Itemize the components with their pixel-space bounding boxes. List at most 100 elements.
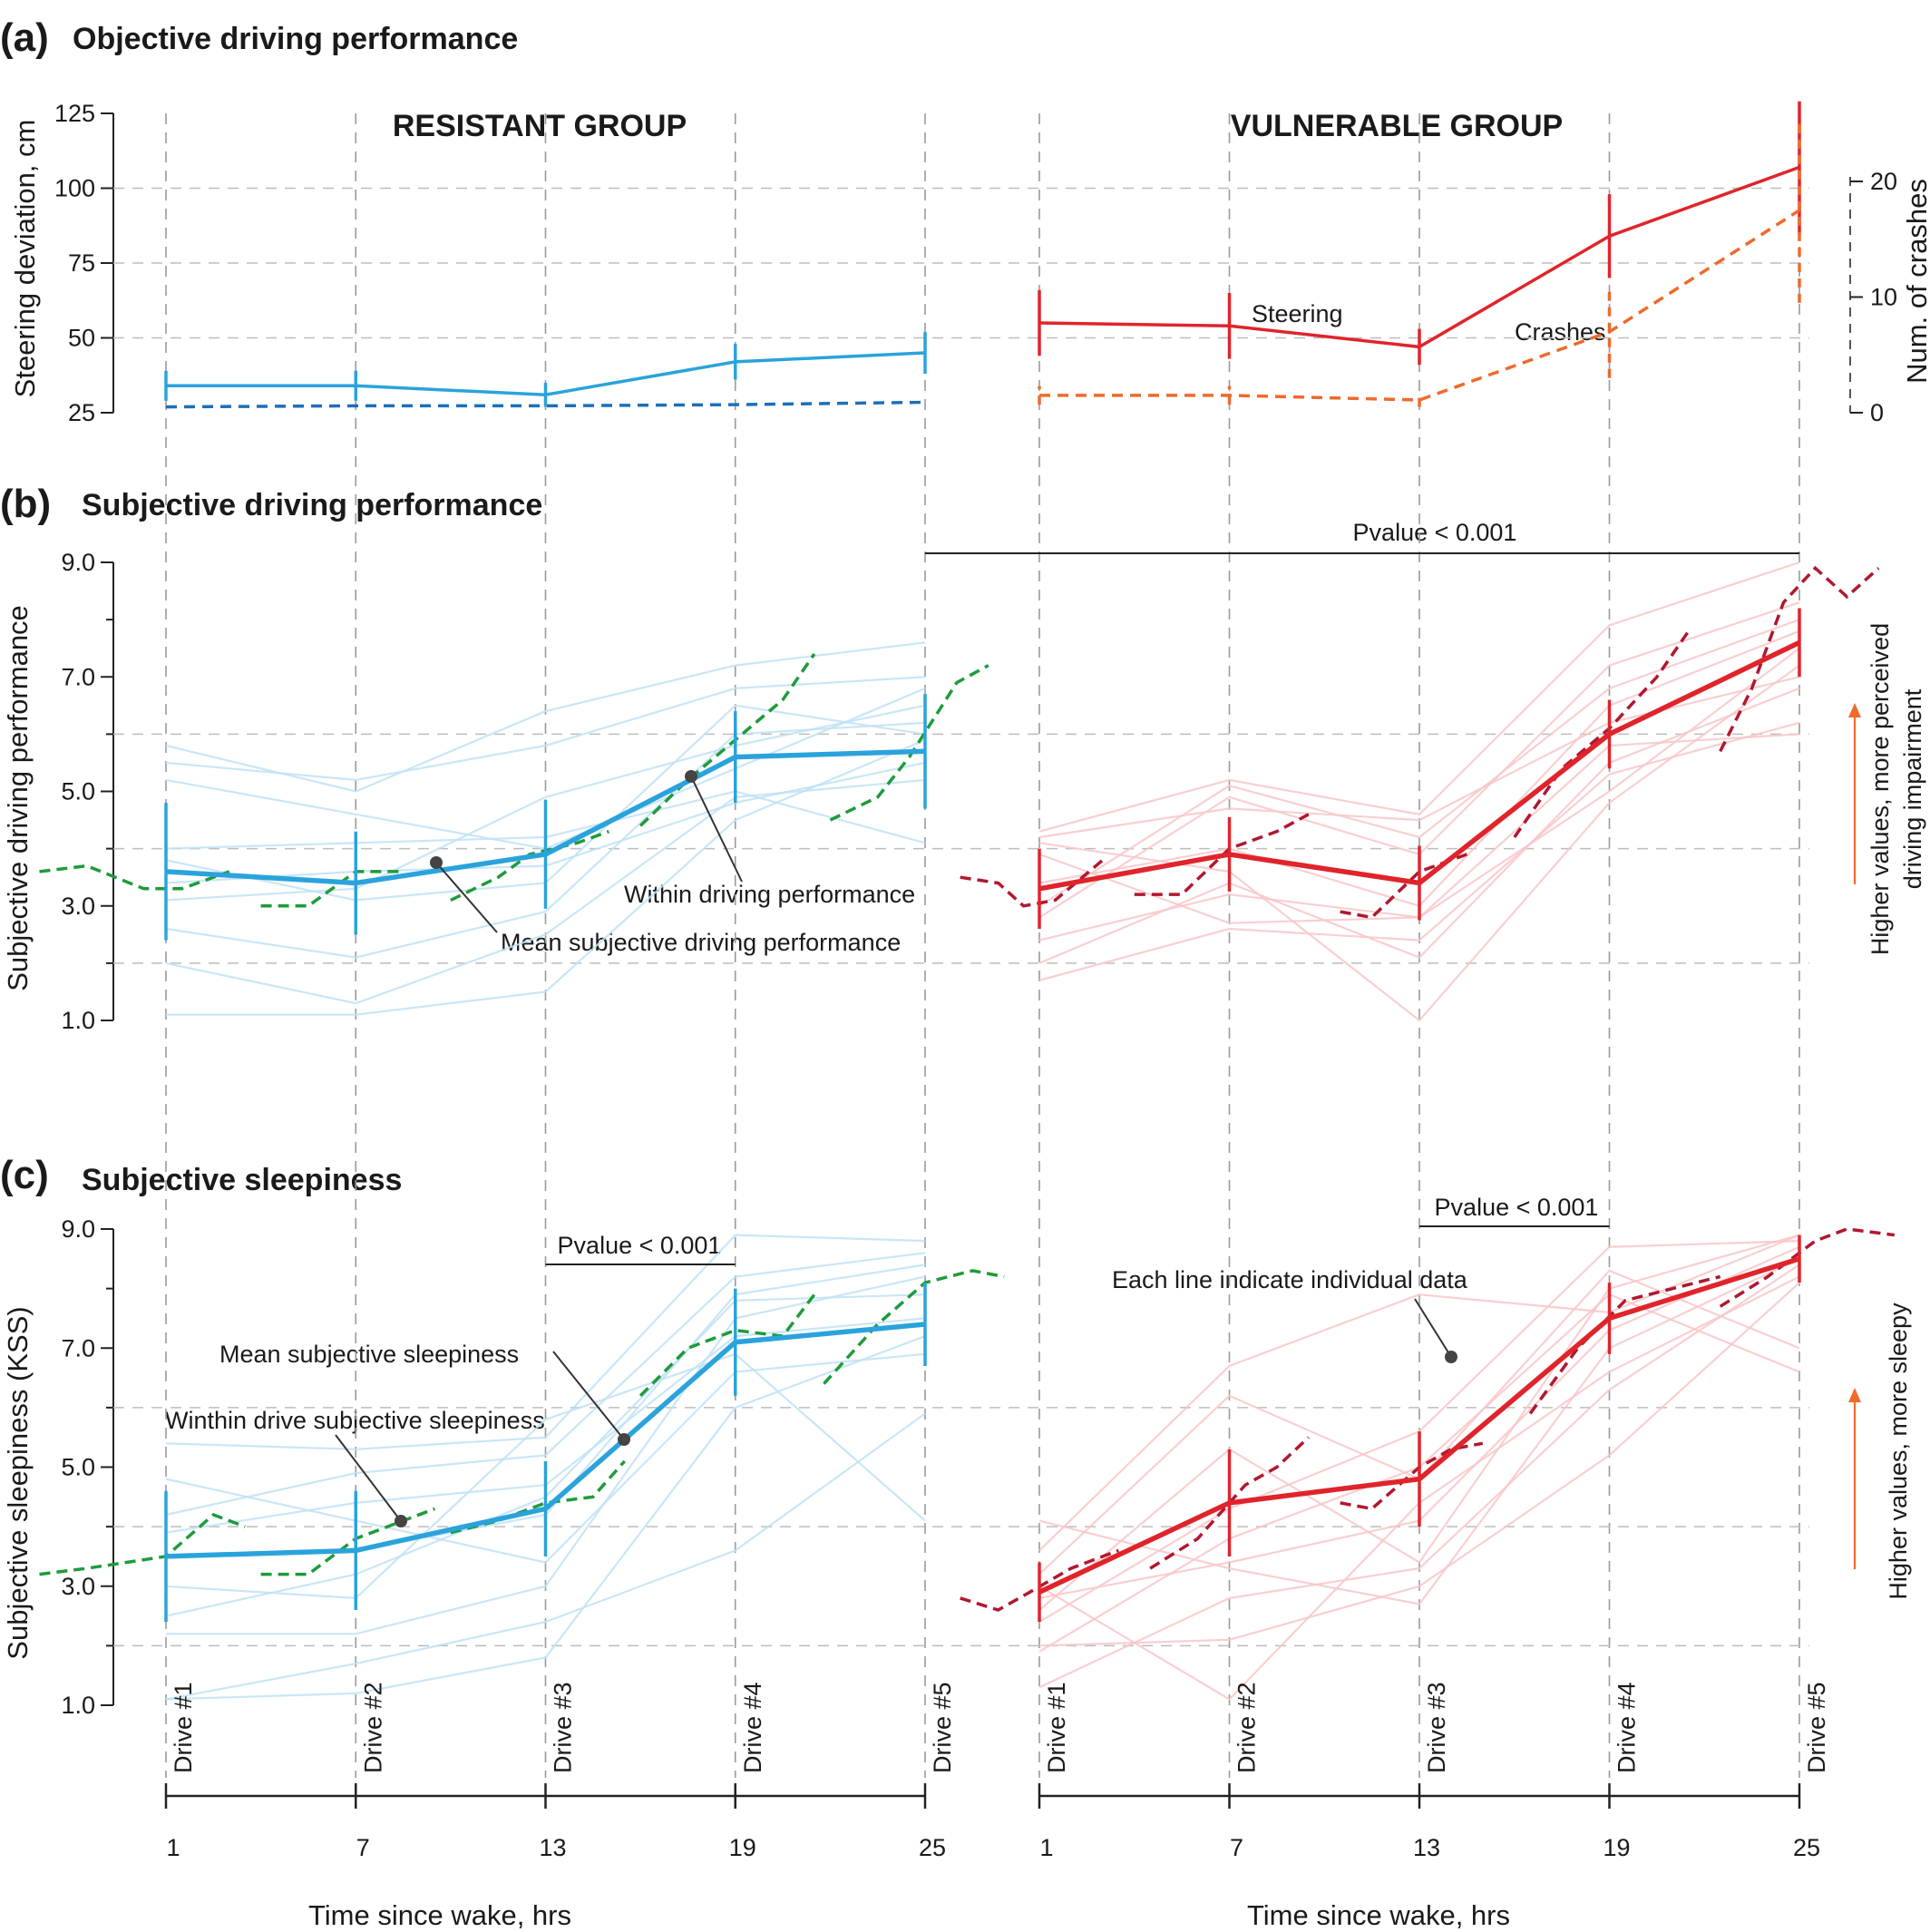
within-drive-c-resistant-3 xyxy=(450,1459,627,1535)
x-tick-label-vulnerable-5: 25 xyxy=(1793,1834,1820,1861)
individual-c-resistant-2 xyxy=(165,1252,926,1517)
individual-b-resistant-3 xyxy=(165,704,926,902)
individual-b-resistant-7 xyxy=(165,778,926,1005)
y-tick-label-a-2: 75 xyxy=(68,249,95,277)
steering-label: Steering xyxy=(1252,300,1343,327)
individual-c-resistant-8 xyxy=(165,1352,926,1564)
y2-tick-label-a-0: 0 xyxy=(1870,399,1884,426)
individual-b-vulnerable-8 xyxy=(1038,619,1800,907)
individual-c-vulnerable-1 xyxy=(1038,1234,1800,1552)
leader-within-driving-line xyxy=(690,776,743,883)
individual-c-resistant-1 xyxy=(165,1234,926,1450)
leader-within-sleepiness-line xyxy=(335,1434,402,1522)
panel-a-ylabel: Steering deviation, cm xyxy=(9,120,41,398)
leader-within-driving-dot xyxy=(685,770,697,783)
y-tick-label-c-4: 9.0 xyxy=(61,1215,95,1243)
individual-c-resistant-9 xyxy=(165,1412,926,1701)
y-tick-label-a-4: 125 xyxy=(54,100,95,127)
x-tick-label-resistant-4: 19 xyxy=(729,1834,756,1861)
individual-b-vulnerable-4 xyxy=(1038,676,1800,839)
x-tick-label-resistant-2: 7 xyxy=(356,1834,370,1861)
panel-c-title: Subjective sleepiness xyxy=(82,1163,402,1197)
within-sleepiness-label: Winthin drive subjective sleepiness xyxy=(165,1407,545,1434)
drive-label-vulnerable-1: Drive #1 xyxy=(1043,1682,1070,1773)
drive-label-vulnerable-3: Drive #3 xyxy=(1423,1682,1450,1773)
panel-b-side-note-2: driving impairment xyxy=(1899,688,1926,889)
individual-c-vulnerable-10 xyxy=(1038,1234,1800,1611)
plots: 255075100125010201.03.05.07.09.01.03.05.… xyxy=(39,100,1897,1861)
y-tick-label-a-0: 25 xyxy=(68,399,95,426)
leader-within-sleepiness-dot xyxy=(395,1515,407,1527)
drive-label-resistant-3: Drive #3 xyxy=(550,1682,577,1773)
individual-data-label: Each line indicate individual data xyxy=(1112,1266,1468,1293)
panel-b-side-note-1: Higher values, more perceived xyxy=(1867,623,1894,955)
x-tick-label-vulnerable-1: 1 xyxy=(1039,1834,1053,1861)
x-axis-label-right: Time since wake, hrs xyxy=(1247,1899,1510,1931)
x-tick-label-vulnerable-4: 19 xyxy=(1603,1834,1630,1861)
within-drive-c-resistant-1 xyxy=(39,1512,246,1576)
individual-b-resistant-1 xyxy=(165,641,926,793)
arrow-c-head xyxy=(1848,1388,1861,1402)
individual-c-resistant-5 xyxy=(165,1335,926,1701)
within-drive-c-vulnerable-5 xyxy=(1719,1227,1896,1308)
leader-mean-driving-dot xyxy=(430,856,443,869)
within-driving-label: Within driving performance xyxy=(624,881,915,908)
panel-c-pvalue-left: Pvalue < 0.001 xyxy=(558,1232,722,1259)
individual-b-resistant-2 xyxy=(165,676,926,782)
drive-label-vulnerable-5: Drive #5 xyxy=(1803,1682,1830,1773)
leader-mean-sleepiness-line xyxy=(552,1351,625,1440)
y-tick-label-c-2: 5.0 xyxy=(61,1454,95,1481)
y-tick-label-b-2: 5.0 xyxy=(61,778,95,805)
panel-c-ylabel: Subjective sleepiness (KSS) xyxy=(2,1306,34,1659)
mean-sleepiness-label: Mean subjective sleepiness xyxy=(219,1341,519,1368)
panel-a-title: Objective driving performance xyxy=(73,22,518,56)
leader-mean-driving-line xyxy=(435,862,498,933)
drive-label-vulnerable-2: Drive #2 xyxy=(1233,1682,1261,1773)
within-drive-c-resistant-4 xyxy=(638,1293,816,1398)
y-tick-label-b-3: 7.0 xyxy=(61,663,95,690)
panel-c-side-note: Higher values, more sleepy xyxy=(1885,1303,1912,1600)
panel-a-y2label: Num. of crashes xyxy=(1901,179,1930,384)
individual-b-vulnerable-1 xyxy=(1038,561,1800,833)
panel-b-title: Subjective driving performance xyxy=(82,488,542,522)
drive-label-vulnerable-4: Drive #4 xyxy=(1613,1682,1641,1773)
mean-driving-label: Mean subjective driving performance xyxy=(501,929,901,956)
leader-individual-dot xyxy=(1445,1351,1457,1363)
within-drive-c-vulnerable-1 xyxy=(960,1548,1119,1612)
series-a-vulnerable-crashes xyxy=(1039,209,1800,402)
x-tick-label-vulnerable-2: 7 xyxy=(1230,1834,1243,1861)
y-tick-label-b-4: 9.0 xyxy=(61,549,95,576)
within-drive-c-vulnerable-2 xyxy=(1149,1436,1310,1570)
x-axis-label-left: Time since wake, hrs xyxy=(308,1899,571,1931)
y-tick-label-a-1: 50 xyxy=(68,325,95,352)
within-drive-c-vulnerable-4 xyxy=(1528,1274,1721,1415)
drive-label-resistant-5: Drive #5 xyxy=(929,1682,956,1773)
panel-a-letter: (a) xyxy=(0,15,49,60)
individual-c-vulnerable-7 xyxy=(1038,1257,1800,1605)
y-tick-label-b-0: 1.0 xyxy=(61,1007,95,1034)
individual-c-resistant-6 xyxy=(165,1352,926,1600)
x-tick-label-resistant-1: 1 xyxy=(166,1834,180,1861)
panel-b-letter: (b) xyxy=(0,482,51,526)
individual-b-vulnerable-9 xyxy=(1038,664,1800,1022)
within-drive-b-vulnerable-1 xyxy=(960,858,1104,908)
y-tick-label-b-1: 3.0 xyxy=(61,893,95,920)
within-drive-b-vulnerable-5 xyxy=(1719,565,1880,753)
y-tick-label-a-3: 100 xyxy=(54,175,95,202)
drive-label-resistant-4: Drive #4 xyxy=(739,1682,766,1773)
drive-label-resistant-2: Drive #2 xyxy=(359,1682,386,1773)
panel-b-pvalue: Pvalue < 0.001 xyxy=(1353,519,1517,546)
panel-c-pvalue-right: Pvalue < 0.001 xyxy=(1435,1194,1599,1221)
resistant-group-title: RESISTANT GROUP xyxy=(393,109,687,143)
vulnerable-group-title: VULNERABLE GROUP xyxy=(1231,109,1563,143)
panel-b-ylabel: Subjective driving performance xyxy=(2,605,34,991)
individual-c-vulnerable-3 xyxy=(1038,1264,1800,1689)
individual-c-resistant-4 xyxy=(166,1275,926,1635)
within-drive-b-resistant-5 xyxy=(829,664,989,822)
leader-individual-line xyxy=(1414,1298,1452,1358)
y2-tick-label-a-1: 10 xyxy=(1870,284,1897,311)
leader-mean-sleepiness-dot xyxy=(618,1433,630,1446)
crashes-label: Crashes xyxy=(1515,318,1606,346)
individual-c-vulnerable-2 xyxy=(1038,1240,1800,1624)
